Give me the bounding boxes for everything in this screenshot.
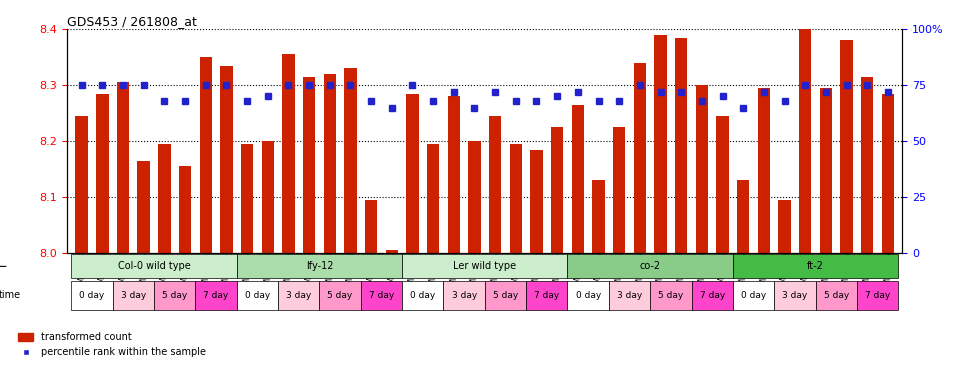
Bar [427,144,440,253]
Bar [774,281,816,310]
Bar [732,281,774,310]
Bar [530,149,542,253]
Bar [489,116,501,253]
Bar [200,57,212,253]
Legend: transformed count, percentile rank within the sample: transformed count, percentile rank withi… [14,329,209,361]
Bar [117,82,130,253]
Bar [526,281,567,310]
Bar [571,105,584,253]
Text: 5 day: 5 day [824,291,849,300]
Text: 0 day: 0 day [80,291,105,300]
Text: co-2: co-2 [639,261,660,271]
Text: 5 day: 5 day [162,291,187,300]
Bar [757,88,770,253]
Bar [320,281,361,310]
Bar [76,116,88,253]
Bar [96,94,108,253]
Bar [220,66,232,253]
Bar [365,200,377,253]
Text: 0 day: 0 day [741,291,766,300]
Text: 7 day: 7 day [534,291,560,300]
Bar [444,281,485,310]
Bar [737,180,750,253]
Text: 0 day: 0 day [410,291,436,300]
Bar [881,94,894,253]
Text: GDS453 / 261808_at: GDS453 / 261808_at [67,15,197,28]
Bar [137,161,150,253]
Bar [691,281,732,310]
Bar [345,68,356,253]
Bar [655,35,667,253]
Bar [237,281,278,310]
Bar [361,281,402,310]
Bar [634,63,646,253]
Text: ft-2: ft-2 [807,261,824,271]
Bar [112,281,154,310]
Text: 3 day: 3 day [451,291,477,300]
Text: time: time [0,291,21,300]
Bar [302,77,315,253]
Bar [816,281,857,310]
Bar [551,127,564,253]
Bar [861,77,874,253]
Bar [71,254,237,279]
Bar [468,141,481,253]
Bar [732,254,899,279]
Text: 5 day: 5 day [659,291,684,300]
Bar [820,88,832,253]
Bar [485,281,526,310]
Bar [179,166,191,253]
Bar [282,55,295,253]
Bar [592,180,605,253]
Text: 5 day: 5 day [327,291,352,300]
Text: 3 day: 3 day [286,291,311,300]
Bar [324,74,336,253]
Bar [447,96,460,253]
Bar [158,144,171,253]
Bar [799,29,811,253]
Bar [406,94,419,253]
Text: 3 day: 3 day [121,291,146,300]
Bar [650,281,691,310]
Text: 3 day: 3 day [617,291,642,300]
Bar [675,38,687,253]
Bar [857,281,899,310]
Bar [567,254,732,279]
Bar [196,281,237,310]
Bar [154,281,196,310]
Text: 7 day: 7 day [865,291,890,300]
Text: 3 day: 3 day [782,291,807,300]
Bar [386,250,398,253]
Text: 0 day: 0 day [245,291,270,300]
Text: Col-0 wild type: Col-0 wild type [118,261,190,271]
Text: lfy-12: lfy-12 [305,261,333,271]
Bar [261,141,274,253]
Text: 7 day: 7 day [204,291,228,300]
Bar [278,281,320,310]
Text: 7 day: 7 day [369,291,394,300]
Bar [241,144,253,253]
Text: 7 day: 7 day [700,291,725,300]
Text: 0 day: 0 day [576,291,601,300]
Bar [567,281,609,310]
Bar [71,281,112,310]
Bar [237,254,402,279]
Bar [609,281,650,310]
Bar [840,41,852,253]
Bar [716,116,729,253]
Text: 5 day: 5 day [492,291,518,300]
Bar [779,200,791,253]
Bar [613,127,625,253]
Bar [510,144,522,253]
Text: Ler wild type: Ler wild type [453,261,516,271]
Bar [696,85,708,253]
Bar [402,281,444,310]
Bar [402,254,567,279]
